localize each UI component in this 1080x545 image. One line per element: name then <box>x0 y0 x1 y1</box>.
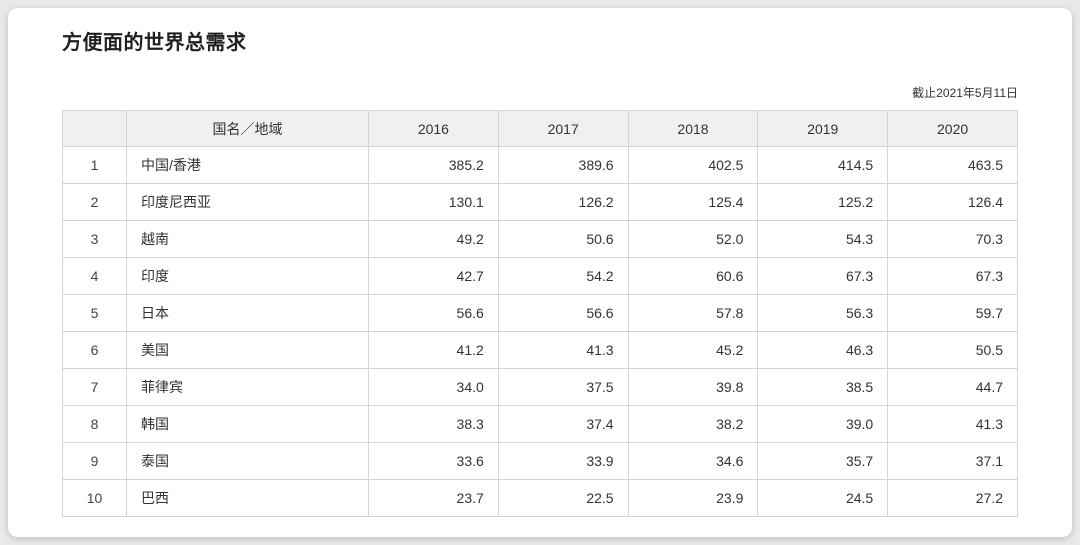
value-cell: 23.9 <box>627 479 759 517</box>
rank-cell: 2 <box>62 183 127 221</box>
region-cell: 巴西 <box>126 479 369 517</box>
value-cell: 54.3 <box>757 220 889 258</box>
date-note: 截止2021年5月11日 <box>912 86 1018 100</box>
value-cell: 41.3 <box>497 331 629 369</box>
table-row: 3 越南 49.2 50.6 52.0 54.3 70.3 <box>62 220 1018 258</box>
table-row: 8 韩国 38.3 37.4 38.2 39.0 41.3 <box>62 405 1018 443</box>
rank-cell: 3 <box>62 220 127 258</box>
table-row: 5 日本 56.6 56.6 57.8 56.3 59.7 <box>62 294 1018 332</box>
value-cell: 24.5 <box>757 479 889 517</box>
region-cell: 美国 <box>126 331 369 369</box>
value-cell: 125.4 <box>627 183 759 221</box>
table-row: 6 美国 41.2 41.3 45.2 46.3 50.5 <box>62 331 1018 369</box>
value-cell: 402.5 <box>627 146 759 184</box>
value-cell: 42.7 <box>368 257 499 295</box>
value-cell: 49.2 <box>368 220 499 258</box>
rank-cell: 8 <box>62 405 127 443</box>
value-cell: 414.5 <box>757 146 889 184</box>
rank-cell: 10 <box>62 479 127 517</box>
value-cell: 44.7 <box>887 368 1018 406</box>
value-cell: 125.2 <box>757 183 889 221</box>
value-cell: 67.3 <box>757 257 889 295</box>
value-cell: 41.3 <box>887 405 1018 443</box>
region-cell: 菲律宾 <box>126 368 369 406</box>
value-cell: 38.3 <box>368 405 499 443</box>
value-cell: 130.1 <box>368 183 499 221</box>
value-cell: 41.2 <box>368 331 499 369</box>
value-cell: 38.2 <box>627 405 759 443</box>
value-cell: 22.5 <box>497 479 629 517</box>
value-cell: 60.6 <box>627 257 759 295</box>
region-column-header: 国名／地域 <box>126 110 369 147</box>
page-title: 方便面的世界总需求 <box>62 32 247 54</box>
value-cell: 50.5 <box>887 331 1018 369</box>
value-cell: 37.4 <box>497 405 629 443</box>
rank-cell: 9 <box>62 442 127 480</box>
region-cell: 泰国 <box>126 442 369 480</box>
table-body: 1 中国/香港 385.2 389.6 402.5 414.5 463.5 2 印度尼西亚 130… <box>62 146 1018 517</box>
demand-table: 国名／地域 2016 2017 2018 2019 2020 1 中国/香港 385.2 389… <box>62 110 1018 517</box>
region-cell: 日本 <box>126 294 369 332</box>
region-cell: 韩国 <box>126 405 369 443</box>
value-cell: 389.6 <box>497 146 629 184</box>
year-column-header: 2017 <box>497 110 629 147</box>
value-cell: 46.3 <box>757 331 889 369</box>
table-row: 1 中国/香港 385.2 389.6 402.5 414.5 463.5 <box>62 146 1018 184</box>
region-cell: 印度 <box>126 257 369 295</box>
content-card: 方便面的世界总需求 截止2021年5月11日 国名／地域 2016 2017 2018… <box>8 8 1072 537</box>
year-column-header: 2019 <box>757 110 889 147</box>
value-cell: 56.6 <box>497 294 629 332</box>
value-cell: 33.6 <box>368 442 499 480</box>
rank-cell: 6 <box>62 331 127 369</box>
value-cell: 39.0 <box>757 405 889 443</box>
region-cell: 中国/香港 <box>126 146 369 184</box>
table-row: 2 印度尼西亚 130.1 126.2 125.4 125.2 126.4 <box>62 183 1018 221</box>
value-cell: 70.3 <box>887 220 1018 258</box>
value-cell: 59.7 <box>887 294 1018 332</box>
table-row: 9 泰国 33.6 33.9 34.6 35.7 37.1 <box>62 442 1018 480</box>
value-cell: 54.2 <box>497 257 629 295</box>
value-cell: 56.3 <box>757 294 889 332</box>
value-cell: 38.5 <box>757 368 889 406</box>
year-column-header: 2016 <box>368 110 499 147</box>
value-cell: 50.6 <box>497 220 629 258</box>
value-cell: 34.0 <box>368 368 499 406</box>
year-column-header: 2020 <box>887 110 1018 147</box>
value-cell: 33.9 <box>497 442 629 480</box>
value-cell: 37.1 <box>887 442 1018 480</box>
value-cell: 385.2 <box>368 146 499 184</box>
value-cell: 52.0 <box>627 220 759 258</box>
year-column-header: 2018 <box>627 110 759 147</box>
value-cell: 463.5 <box>887 146 1018 184</box>
value-cell: 34.6 <box>627 442 759 480</box>
table-row: 7 菲律宾 34.0 37.5 39.8 38.5 44.7 <box>62 368 1018 406</box>
value-cell: 67.3 <box>887 257 1018 295</box>
value-cell: 39.8 <box>627 368 759 406</box>
table-header: 国名／地域 2016 2017 2018 2019 2020 <box>62 110 1018 147</box>
value-cell: 45.2 <box>627 331 759 369</box>
table-header-row: 国名／地域 2016 2017 2018 2019 2020 <box>62 110 1018 147</box>
region-cell: 越南 <box>126 220 369 258</box>
table-row: 4 印度 42.7 54.2 60.6 67.3 67.3 <box>62 257 1018 295</box>
value-cell: 126.4 <box>887 183 1018 221</box>
value-cell: 37.5 <box>497 368 629 406</box>
rank-cell: 7 <box>62 368 127 406</box>
value-cell: 23.7 <box>368 479 499 517</box>
table-row: 10 巴西 23.7 22.5 23.9 24.5 27.2 <box>62 479 1018 517</box>
value-cell: 27.2 <box>887 479 1018 517</box>
value-cell: 57.8 <box>627 294 759 332</box>
region-cell: 印度尼西亚 <box>126 183 369 221</box>
value-cell: 56.6 <box>368 294 499 332</box>
rank-cell: 5 <box>62 294 127 332</box>
rank-cell: 4 <box>62 257 127 295</box>
rank-column-header <box>62 110 127 147</box>
rank-cell: 1 <box>62 146 127 184</box>
value-cell: 126.2 <box>497 183 629 221</box>
value-cell: 35.7 <box>757 442 889 480</box>
